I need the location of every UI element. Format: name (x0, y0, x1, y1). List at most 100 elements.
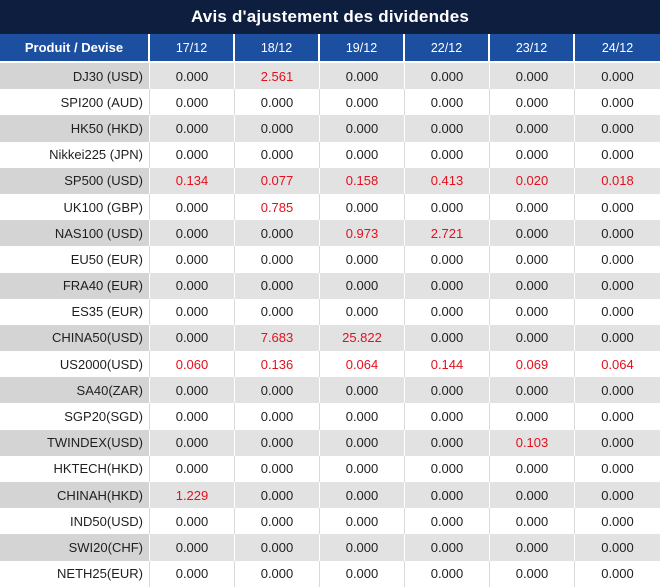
table-row: CHINAH(HKD) 1.229 0.000 0.000 0.000 0.000 0.00… (0, 482, 660, 509)
value-cell: 0.000 (575, 534, 660, 561)
value-cell: 0.000 (575, 141, 660, 168)
value-cell: 0.136 (235, 351, 320, 378)
value-cell: 0.144 (405, 351, 490, 378)
value-cell: 0.000 (320, 377, 405, 404)
value-cell: 0.000 (405, 193, 490, 221)
product-cell: NETH25(EUR) (0, 560, 150, 587)
value-cell: 0.000 (235, 508, 320, 535)
value-cell: 0.000 (490, 455, 575, 482)
value-cell: 0.000 (575, 193, 660, 221)
value-cell: 0.000 (490, 141, 575, 168)
product-cell: SGP20(SGD) (0, 403, 150, 430)
value-cell: 0.000 (490, 403, 575, 430)
value-cell: 0.000 (320, 298, 405, 325)
value-cell: 0.000 (150, 508, 235, 535)
value-cell: 0.000 (575, 63, 660, 90)
product-cell: TWINDEX(USD) (0, 429, 150, 456)
value-cell: 0.000 (575, 89, 660, 116)
value-cell: 0.000 (320, 193, 405, 221)
value-cell: 0.000 (490, 534, 575, 561)
column-header-product: Produit / Devise (0, 34, 150, 63)
column-header-date-4: 22/12 (405, 34, 490, 63)
column-header-date-2: 18/12 (235, 34, 320, 63)
value-cell: 0.973 (320, 220, 405, 247)
table-row: FRA40 (EUR) 0.000 0.000 0.000 0.000 0.000 0.00… (0, 272, 660, 299)
value-cell: 0.000 (575, 429, 660, 456)
value-cell: 0.000 (405, 298, 490, 325)
product-cell: CHINA50(USD) (0, 324, 150, 352)
value-cell: 1.229 (150, 482, 235, 509)
value-cell: 0.000 (320, 115, 405, 142)
product-cell: EU50 (EUR) (0, 246, 150, 273)
table-row: ES35 (EUR) 0.000 0.000 0.000 0.000 0.000 0.000 (0, 298, 660, 325)
value-cell: 0.000 (575, 455, 660, 482)
table-row: NAS100 (USD) 0.000 0.000 0.973 2.721 0.000 0.0… (0, 220, 660, 247)
value-cell: 0.000 (150, 403, 235, 430)
value-cell: 0.000 (150, 324, 235, 352)
value-cell: 0.000 (405, 508, 490, 535)
value-cell: 0.000 (235, 298, 320, 325)
value-cell: 0.000 (150, 115, 235, 142)
value-cell: 25.822 (320, 324, 405, 352)
table-row: Nikkei225 (JPN) 0.000 0.000 0.000 0.000 0.000… (0, 141, 660, 168)
product-cell: SA40(ZAR) (0, 377, 150, 404)
value-cell: 0.000 (320, 272, 405, 299)
value-cell: 0.000 (405, 63, 490, 90)
value-cell: 0.000 (235, 141, 320, 168)
dividends-table: Produit / Devise 17/12 18/12 19/12 22/12… (0, 34, 660, 587)
value-cell: 0.069 (490, 351, 575, 378)
value-cell: 0.000 (320, 246, 405, 273)
table-body: DJ30 (USD) 0.000 2.561 0.000 0.000 0.000 0.000… (0, 63, 660, 587)
value-cell: 0.000 (405, 377, 490, 404)
value-cell: 0.785 (235, 193, 320, 221)
value-cell: 0.000 (405, 272, 490, 299)
page-title: Avis d'ajustement des dividendes (0, 0, 660, 34)
column-header-date-3: 19/12 (320, 34, 405, 63)
value-cell: 0.000 (490, 272, 575, 299)
table-row: NETH25(EUR) 0.000 0.000 0.000 0.000 0.000 0.00… (0, 560, 660, 587)
value-cell: 0.000 (150, 89, 235, 116)
value-cell: 0.413 (405, 167, 490, 194)
value-cell: 0.000 (490, 324, 575, 352)
table-row: CHINA50(USD) 0.000 7.683 25.822 0.000 0.000 0.… (0, 324, 660, 352)
value-cell: 0.000 (320, 429, 405, 456)
value-cell: 0.158 (320, 167, 405, 194)
value-cell: 0.000 (235, 115, 320, 142)
product-cell: CHINAH(HKD) (0, 482, 150, 509)
product-cell: IND50(USD) (0, 508, 150, 535)
value-cell: 0.000 (320, 534, 405, 561)
table-row: SA40(ZAR) 0.000 0.000 0.000 0.000 0.000 0.000 (0, 377, 660, 404)
value-cell: 0.077 (235, 167, 320, 194)
value-cell: 0.000 (235, 534, 320, 561)
value-cell: 0.000 (490, 298, 575, 325)
value-cell: 0.000 (235, 246, 320, 273)
value-cell: 0.103 (490, 429, 575, 456)
value-cell: 0.000 (490, 193, 575, 221)
value-cell: 0.000 (235, 455, 320, 482)
value-cell: 0.000 (575, 377, 660, 404)
table-row: SWI20(CHF) 0.000 0.000 0.000 0.000 0.000 0.000 (0, 534, 660, 561)
header-row: Produit / Devise 17/12 18/12 19/12 22/12… (0, 34, 660, 63)
value-cell: 0.018 (575, 167, 660, 194)
value-cell: 0.000 (150, 272, 235, 299)
table-row: SGP20(SGD) 0.000 0.000 0.000 0.000 0.000 0.000 (0, 403, 660, 430)
value-cell: 0.000 (575, 508, 660, 535)
value-cell: 0.000 (405, 115, 490, 142)
value-cell: 0.000 (490, 560, 575, 587)
value-cell: 0.000 (490, 482, 575, 509)
value-cell: 0.000 (235, 403, 320, 430)
value-cell: 0.000 (490, 220, 575, 247)
value-cell: 0.000 (235, 482, 320, 509)
value-cell: 0.000 (235, 272, 320, 299)
value-cell: 0.000 (405, 534, 490, 561)
value-cell: 0.000 (575, 482, 660, 509)
value-cell: 0.000 (405, 403, 490, 430)
value-cell: 0.060 (150, 351, 235, 378)
value-cell: 0.000 (575, 220, 660, 247)
value-cell: 0.000 (150, 246, 235, 273)
value-cell: 0.000 (575, 246, 660, 273)
product-cell: HKTECH(HKD) (0, 455, 150, 482)
value-cell: 0.000 (405, 141, 490, 168)
value-cell: 0.000 (150, 377, 235, 404)
